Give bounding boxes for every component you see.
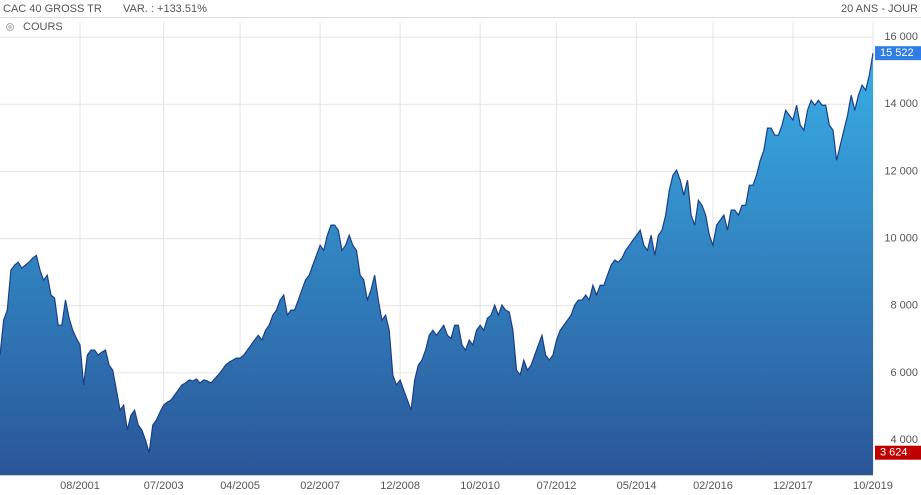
line — [0, 53, 874, 453]
x-tick-label: 07/2003 — [144, 480, 184, 492]
y-tick-label: 14 000 — [884, 98, 918, 110]
x-tick-label: 07/2012 — [537, 480, 577, 492]
x-tick-label: 02/2016 — [693, 480, 733, 492]
period[interactable]: 20 ANS - JOUR — [841, 3, 918, 15]
value-badge — [875, 445, 921, 460]
y-tick-label: 8 000 — [890, 300, 918, 312]
value-badge-label: 3 624 — [880, 447, 908, 459]
y-tick-label: 10 000 — [884, 233, 918, 245]
y-tick-label: 6 000 — [890, 367, 918, 379]
y-tick-label: 12 000 — [884, 165, 918, 177]
x-tick-label: 12/2017 — [773, 480, 813, 492]
x-tick-label: 10/2010 — [460, 480, 500, 492]
y-tick-label: 4 000 — [890, 434, 918, 446]
value-badge-label: 15 522 — [880, 47, 914, 59]
x-tick-label: 12/2008 — [380, 480, 420, 492]
y-tick-label: 16 000 — [884, 31, 918, 43]
variation: VAR. : +133.51% — [123, 3, 207, 15]
value-badge — [875, 46, 921, 61]
chart-title: CAC 40 GROSS TR — [3, 3, 102, 15]
x-tick-label: 04/2005 — [220, 480, 260, 492]
x-tick-label: 02/2007 — [300, 480, 340, 492]
gear-icon[interactable] — [6, 23, 14, 31]
x-tick-label: 05/2014 — [617, 480, 657, 492]
series-label: COURS — [23, 21, 63, 33]
area — [0, 53, 873, 475]
x-tick-label: 10/2019 — [853, 480, 893, 492]
x-tick-label: 08/2001 — [60, 480, 100, 492]
